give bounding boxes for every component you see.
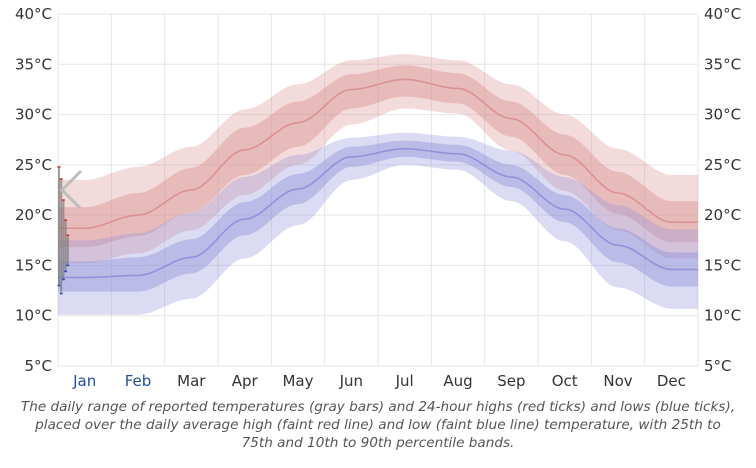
nav[interactable] [60, 170, 82, 210]
y-tick-label-right: 30°C [704, 106, 741, 124]
low-band-25-75 [58, 140, 698, 292]
y-tick-label-right: 25°C [704, 156, 741, 174]
month-label-jan[interactable]: Jan [72, 372, 96, 390]
y-tick-label-left: 30°C [15, 106, 52, 124]
y-tick-label-left: 15°C [15, 256, 52, 274]
high-band-10-90 [58, 54, 698, 264]
chart-svg: 5°C 5°C 10°C 10°C 15°C 15°C 20°C 20°C 25°C 25°C 30… [15, 5, 741, 390]
average-lines [58, 78, 698, 279]
low-band-10-90 [58, 132, 698, 315]
month-label-oct: Oct [552, 372, 578, 390]
y-tick-label-left: 35°C [15, 55, 52, 73]
month-label-may: May [282, 372, 313, 390]
grid [57, 13, 699, 367]
axes: 5°C 5°C 10°C 10°C 15°C 15°C 20°C 20°C 25°C 25°C 30… [15, 5, 741, 390]
low-average-line [58, 148, 698, 279]
chart-caption: The daily range of reported temperatures… [20, 399, 736, 451]
y-tick-label-right: 20°C [704, 206, 741, 224]
y-tick-label-left: 20°C [15, 206, 52, 224]
y-tick-label-right: 10°C [704, 307, 741, 325]
y-tick-label-left: 25°C [15, 156, 52, 174]
month-label-jul: Jul [395, 372, 414, 390]
y-tick-label-right: 15°C [704, 256, 741, 274]
y-tick-label-left: 10°C [15, 307, 52, 325]
high-average-line [58, 78, 698, 229]
observed-days [57, 166, 70, 295]
month-label-mar: Mar [177, 372, 206, 390]
y-tick-label-right: 40°C [704, 5, 741, 23]
month-label-nov: Nov [603, 372, 632, 390]
month-label-sep: Sep [497, 372, 525, 390]
y-tick-label-left: 40°C [15, 5, 52, 23]
month-label-feb[interactable]: Feb [125, 372, 152, 390]
y-tick-label-right: 35°C [704, 55, 741, 73]
month-label-aug: Aug [443, 372, 472, 390]
y-tick-label-right: 5°C [704, 357, 732, 375]
month-label-jun: Jun [339, 372, 363, 390]
chevron-left-icon[interactable] [60, 170, 82, 210]
y-tick-label-left: 5°C [24, 357, 52, 375]
month-label-dec: Dec [657, 372, 686, 390]
month-label-apr: Apr [232, 372, 259, 390]
